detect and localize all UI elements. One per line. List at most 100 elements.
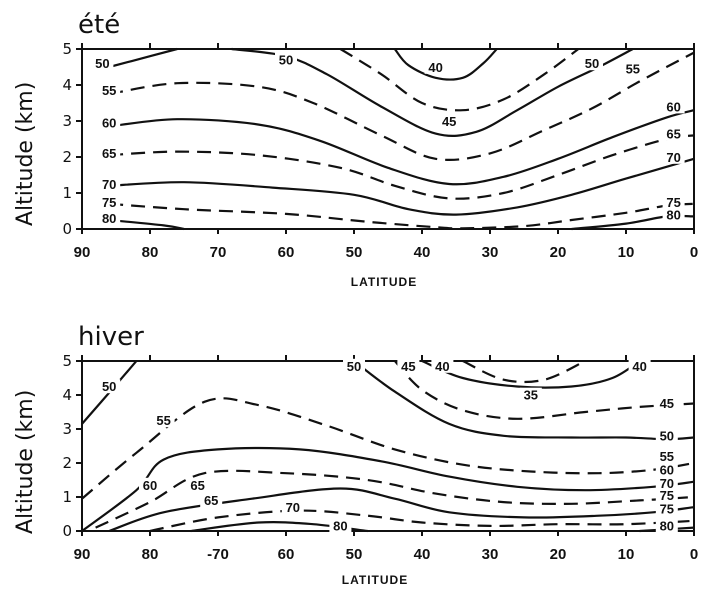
y-axis-label-ete: Altitude (km) (13, 82, 38, 226)
x-tick-label: 0 (690, 244, 698, 261)
contour-label-bg (98, 379, 121, 394)
contour-label-bg (581, 56, 603, 71)
contour-label-bg (655, 428, 678, 443)
contour-label-bg (628, 358, 651, 373)
plot-frame-ete (81, 48, 695, 230)
contour-line-80 (109, 218, 185, 231)
contour-label-bg (662, 207, 685, 222)
panel-title-ete: été (78, 10, 121, 40)
contour-line-70 (108, 487, 695, 533)
contour-label: 70 (666, 150, 680, 165)
contour-label-bg (655, 476, 678, 491)
contour-label: 45 (442, 114, 456, 129)
contour-label-bg (655, 396, 678, 411)
contour-line-50 (231, 47, 634, 138)
contour-label: 65 (204, 493, 218, 508)
x-axis-label-hiver: LATITUDE (342, 573, 408, 587)
contour-label: 70 (660, 476, 674, 491)
contour-label: 75 (666, 195, 680, 210)
contour-label-bg (397, 358, 420, 373)
y-tick-label: 1 (62, 184, 72, 202)
contour-label: 40 (632, 359, 646, 374)
contour-label-bg (186, 477, 209, 492)
contour-label: 80 (333, 519, 347, 534)
y-tick-label: 3 (62, 112, 72, 130)
contour-label-bg (98, 211, 121, 225)
contour-label: 65 (102, 146, 116, 161)
y-tick-label: 2 (62, 454, 72, 472)
contour-line-40 (421, 359, 641, 389)
contour-label-bg (343, 358, 365, 373)
x-tick-label: 60 (278, 244, 295, 261)
x-tick-label: 50 (346, 244, 363, 261)
x-tick-label: 10 (618, 244, 635, 261)
contour-label: 50 (279, 53, 293, 68)
contour-label-bg (662, 126, 685, 141)
x-tick-label: 0 (690, 546, 698, 563)
contour-line-50 (108, 47, 178, 69)
x-tick-label: 40 (414, 244, 431, 261)
contour-label: 65 (666, 126, 680, 141)
contour-line-35 (462, 359, 586, 384)
x-tick-label: 20 (550, 244, 567, 261)
contour-label-bg (98, 115, 121, 130)
contour-label-bg (98, 194, 121, 209)
y-tick-label: 2 (62, 148, 72, 166)
x-tick-label: 40 (414, 546, 431, 563)
contour-label-bg (275, 52, 297, 67)
panel-title-hiver: hiver (78, 322, 144, 352)
x-tick-label: 70 (210, 244, 227, 261)
contour-label: 60 (666, 99, 680, 114)
contour-line-75 (149, 509, 695, 533)
contour-line-55 (81, 397, 695, 500)
contour-line-60 (81, 446, 695, 532)
contour-label-bg (152, 413, 175, 428)
x-axis-label-ete: LATITUDE (351, 275, 417, 289)
contour-line-45 (393, 360, 695, 420)
contour-label: 55 (156, 413, 170, 428)
x-tick-label: 60 (278, 546, 295, 563)
x-tick-label: 30 (482, 546, 499, 563)
x-tick-label: 30 (482, 244, 499, 261)
x-tick-label: -70 (207, 546, 229, 563)
contour-label: 80 (660, 519, 674, 534)
contour-label: 75 (660, 502, 674, 517)
contour-label: 75 (660, 488, 674, 503)
contour-line-60 (109, 109, 695, 186)
contour-label: 60 (143, 478, 157, 493)
contour-label-bg (424, 59, 447, 74)
contour-label-bg (329, 518, 352, 533)
contour-label: 70 (286, 500, 300, 515)
contour-label-bg (662, 149, 685, 164)
y-tick-label: 0 (62, 220, 72, 238)
contour-label: 70 (102, 177, 116, 192)
contour-label-bg (431, 358, 454, 373)
x-tick-label: 90 (74, 244, 91, 261)
contour-label-bg (662, 99, 685, 114)
contour-label: 60 (102, 116, 116, 131)
contour-line-55 (109, 51, 695, 161)
x-tick-label: 80 (142, 546, 159, 563)
contour-label-bg (519, 387, 542, 402)
contour-line-45 (339, 48, 580, 112)
contour-label-bg (655, 488, 678, 502)
contour-label: 60 (660, 463, 674, 478)
x-tick-label: 20 (550, 546, 567, 563)
y-tick-label: 5 (62, 40, 72, 58)
contour-label-bg (662, 194, 685, 209)
y-tick-label: 3 (62, 420, 72, 438)
contour-label-bg (200, 493, 223, 508)
contour-label: 80 (102, 211, 116, 226)
contour-label-bg (655, 501, 678, 516)
plot-frame-hiver (81, 360, 695, 532)
x-tick-label: 10 (618, 546, 635, 563)
contour-label-bg (655, 462, 678, 477)
contour-label: 50 (95, 56, 109, 71)
contour-label: 55 (660, 449, 674, 464)
contour-label-bg (139, 477, 161, 492)
contour-line-70 (109, 157, 695, 216)
contour-label: 45 (401, 359, 415, 374)
contour-label: 80 (666, 207, 680, 222)
